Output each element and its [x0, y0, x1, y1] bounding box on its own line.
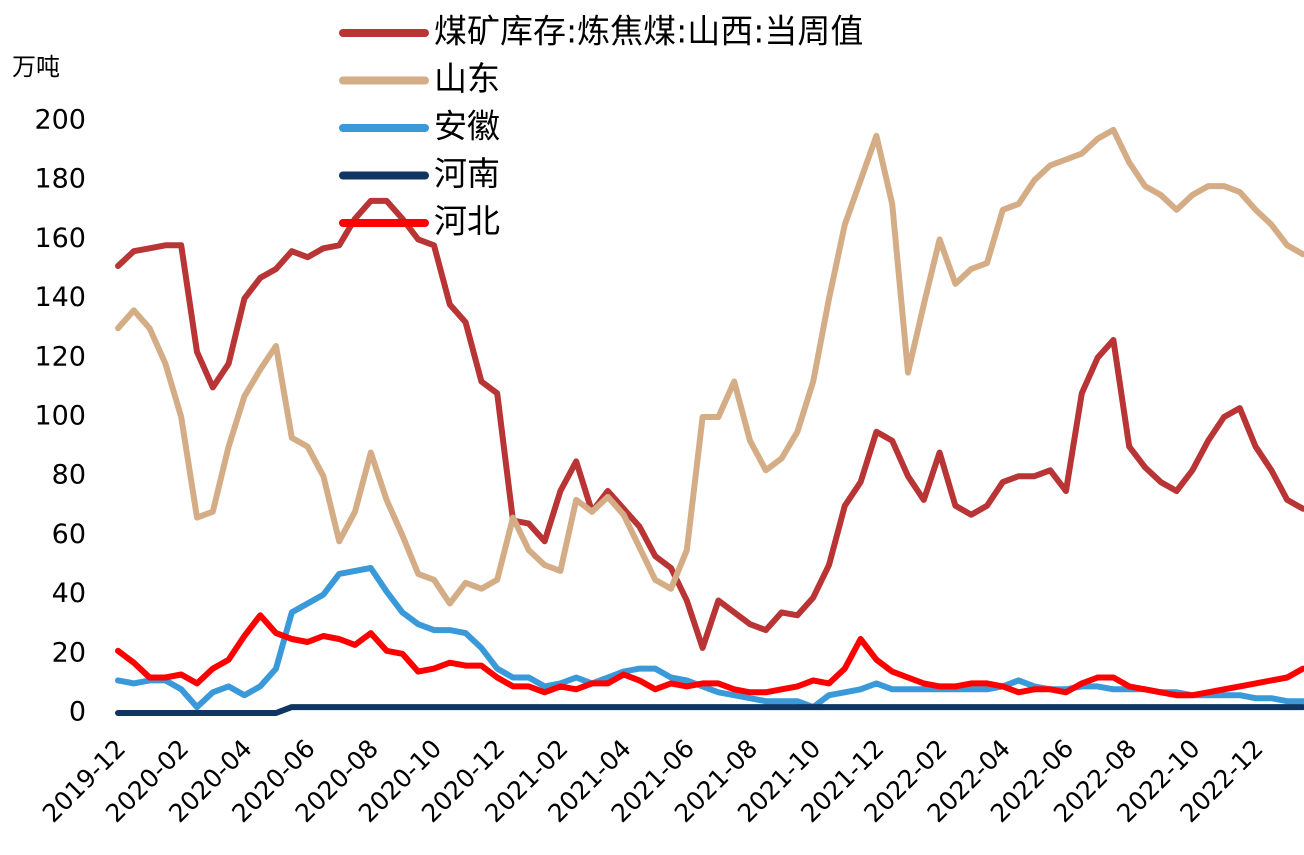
series-line [115, 197, 1304, 651]
series-line [115, 565, 1304, 711]
y-unit: 万吨 [12, 53, 60, 81]
legend-label: 安徽 [434, 107, 500, 146]
y-tick-label: 60 [52, 519, 86, 550]
y-tick-label: 120 [34, 341, 86, 372]
y-tick-label: 140 [34, 282, 86, 313]
y-tick-label: 160 [34, 223, 86, 254]
legend-label: 河南 [434, 154, 500, 193]
y-tick-label: 200 [34, 105, 86, 136]
y-tick-label: 180 [34, 164, 86, 195]
legend-label: 山东 [434, 59, 500, 98]
legend-label: 煤矿库存:炼焦煤:山西:当周值 [434, 12, 863, 51]
series-line [115, 704, 1304, 716]
y-tick-label: 0 [69, 697, 86, 728]
legend-label: 河北 [434, 202, 500, 241]
y-tick-label: 80 [52, 460, 86, 491]
y-tick-label: 100 [34, 401, 86, 432]
series-line [115, 612, 1304, 699]
y-tick-label: 40 [52, 578, 86, 609]
series-line [115, 126, 1304, 607]
y-tick-label: 20 [52, 637, 86, 668]
